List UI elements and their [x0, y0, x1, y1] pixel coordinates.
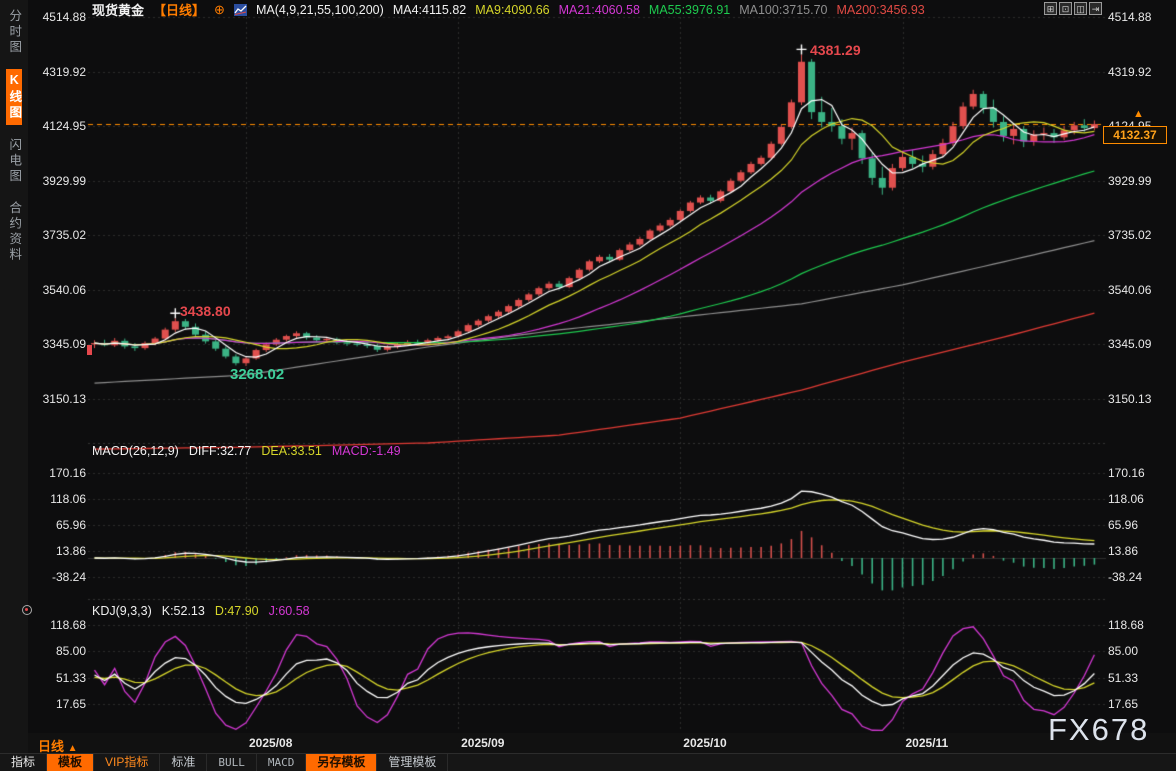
price-axis-label-right: 3929.99: [1108, 173, 1152, 188]
date-axis-label: 2025/11: [905, 736, 949, 750]
tab-vip-indicators[interactable]: VIP指标: [94, 754, 161, 771]
kdj-d-value: D:47.90: [214, 604, 259, 618]
macd-axis-label-left: 170.16: [49, 466, 86, 481]
period-dropdown-arrow-icon: ▲: [67, 743, 78, 754]
fx678-watermark: FX678: [1048, 712, 1150, 747]
tab-manage-template[interactable]: 管理模板: [377, 754, 449, 771]
price-axis-label-right: 4319.92: [1108, 64, 1152, 79]
kdj-axis-label-left: 17.65: [55, 697, 86, 711]
price-axis-label-left: 3150.13: [42, 392, 86, 406]
kdj-axis-label-left: 85.00: [55, 644, 86, 659]
kdj-axis-label-right: 17.65: [1108, 697, 1139, 711]
price-axis-label-left: 4124.95: [42, 119, 86, 134]
date-axis-label: 2025/10: [683, 736, 727, 750]
last-price-tag: 4132.37: [1103, 126, 1167, 144]
kdj-axis-label-right: 51.33: [1108, 670, 1139, 685]
sidebar-item-time-chart[interactable]: 分时图: [7, 9, 22, 56]
kdj-axis-label-left: 118.68: [50, 618, 86, 632]
sidebar: 分时图 K线图 闪电图 合约资料: [0, 0, 28, 753]
macd-panel-header: MACD(26,12,9) DIFF:32.77 DEA:33.51 MACD:…: [92, 444, 401, 458]
tab-macd[interactable]: MACD: [257, 754, 307, 771]
price-axis-label-left: 3929.99: [42, 173, 86, 188]
kdj-panel-header: KDJ(9,3,3) K:52.13 D:47.90 J:60.58: [92, 604, 310, 618]
macd-axis-label-left: 13.86: [55, 544, 86, 559]
layout-single-icon[interactable]: ⊡: [1059, 2, 1072, 15]
macd-axis-label-left: 118.06: [50, 492, 86, 507]
ma9-value: MA9:4090.66: [475, 2, 550, 17]
window-layout-toolbar: ⊞ ⊡ ◫ ⇥: [1044, 2, 1102, 15]
sidebar-item-kline-chart[interactable]: K线图: [5, 68, 23, 125]
macd-axis-label-left: -38.24: [51, 570, 86, 585]
date-axis-label: 2025/08: [249, 736, 293, 750]
chart-thumbnail-icon[interactable]: [233, 3, 247, 16]
ma200-value: MA200:3456.93: [836, 2, 925, 17]
macd-title: MACD(26,12,9): [92, 444, 179, 458]
sidebar-item-contract-info[interactable]: 合约资料: [7, 201, 22, 263]
tab-indicators[interactable]: 指标: [0, 754, 48, 771]
layout-split-icon[interactable]: ◫: [1074, 2, 1087, 15]
ma100-value: MA100:3715.70: [739, 2, 828, 17]
period-label: 【日线】: [153, 3, 206, 18]
layout-export-icon[interactable]: ⇥: [1089, 2, 1102, 15]
annotation-local-low: 3268.02: [230, 366, 285, 383]
macd-axis-label-right: -38.24: [1108, 570, 1143, 585]
kdj-k-value: K:52.13: [161, 604, 205, 618]
price-up-arrow-icon: ▲: [1133, 108, 1144, 120]
indicator-target-icon[interactable]: [22, 605, 32, 615]
period-selector[interactable]: 日线 ▲: [38, 739, 78, 754]
ma21-value: MA21:4060.58: [558, 2, 640, 17]
kdj-axis-label-left: 51.33: [55, 670, 86, 685]
macd-axis-label-right: 170.16: [1108, 466, 1145, 481]
macd-axis-label-right: 118.06: [1108, 492, 1144, 507]
open-level-tick: [87, 345, 92, 355]
macd-axis-label-left: 65.96: [55, 518, 86, 533]
indicator-tab-bar: 指标 模板 VIP指标 标准 BULL MACD 另存模板 管理模板: [0, 753, 1176, 771]
kdj-title: KDJ(9,3,3): [92, 604, 152, 618]
tab-save-template[interactable]: 另存模板: [306, 754, 378, 771]
macd-axis-label-right: 65.96: [1108, 518, 1139, 533]
tab-bull[interactable]: BULL: [207, 754, 257, 771]
price-axis-label-left: 4514.88: [42, 10, 86, 24]
macd-bar-value: MACD:-1.49: [331, 444, 401, 458]
price-axis-label-right: 4514.88: [1108, 10, 1152, 24]
macd-diff-value: DIFF:32.77: [188, 444, 252, 458]
macd-dea-value: DEA:33.51: [261, 444, 322, 458]
layout-grid-icon[interactable]: ⊞: [1044, 2, 1057, 15]
macd-axis-label-right: 13.86: [1108, 544, 1139, 559]
ma-settings-label: MA(4,9,21,55,100,200): [255, 2, 384, 17]
date-axis-label: 2025/09: [461, 736, 505, 750]
kdj-axis-label-right: 85.00: [1108, 644, 1139, 659]
ma4-value: MA4:4115.82: [392, 2, 467, 17]
tab-templates[interactable]: 模板: [47, 754, 95, 771]
price-axis-label-right: 3150.13: [1108, 392, 1152, 406]
annotation-local-high: 3438.80: [180, 303, 231, 319]
ma55-value: MA55:3976.91: [648, 2, 731, 17]
annotation-peak-high: 4381.29: [810, 42, 861, 58]
tab-standard[interactable]: 标准: [160, 754, 208, 771]
symbol-name: 现货黄金: [92, 3, 145, 18]
price-axis-label-left: 3735.02: [42, 228, 86, 243]
kdj-j-value: J:60.58: [268, 604, 310, 618]
time-axis-bar: [28, 733, 1176, 753]
price-axis-label-right: 3735.02: [1108, 228, 1152, 243]
add-indicator-icon[interactable]: ⊕: [214, 2, 225, 17]
price-axis-label-left: 3540.06: [42, 282, 86, 297]
price-axis-label-right: 3540.06: [1108, 282, 1152, 297]
price-axis-label-left: 4319.92: [42, 64, 86, 79]
chart-header: 现货黄金 【日线】 ⊕ MA(4,9,21,55,100,200) MA4:41…: [92, 2, 925, 19]
price-axis-label-right: 3345.09: [1108, 337, 1152, 352]
price-axis-label-left: 3345.09: [42, 337, 86, 352]
sidebar-item-flash-chart[interactable]: 闪电图: [7, 137, 22, 185]
kdj-axis-label-right: 118.68: [1108, 618, 1144, 632]
